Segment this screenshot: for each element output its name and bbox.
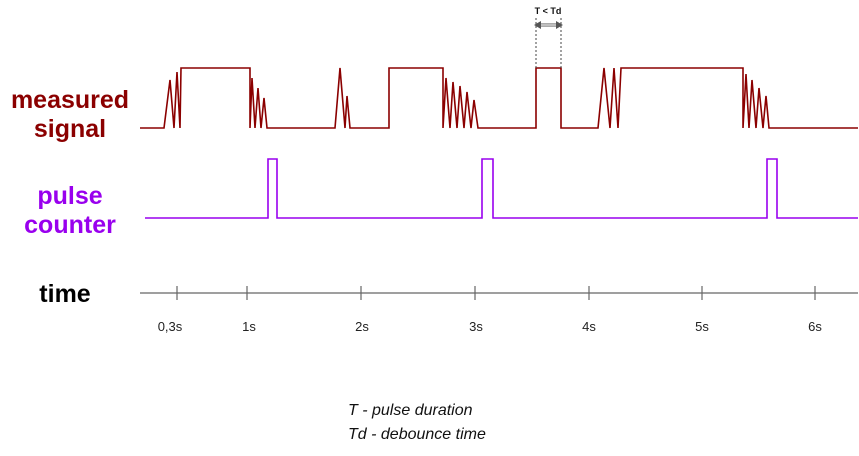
pulse-counter-waveform	[145, 158, 858, 219]
axis-tick-label: 1s	[242, 319, 256, 334]
axis-tick-label: 3s	[469, 319, 483, 334]
time-axis: 0,3s 1s 2s 3s 4s 5s 6s	[140, 286, 858, 334]
axis-tick-label: 4s	[582, 319, 596, 334]
td-annotation-label: T < Td	[535, 6, 562, 16]
axis-tick-label: 6s	[808, 319, 822, 334]
pulse-counter-label: pulse counter	[24, 182, 116, 239]
axis-tick-label: 0,3s	[158, 319, 183, 334]
measured-signal-label: measured signal	[10, 86, 130, 143]
axis-tick-label: 5s	[695, 319, 709, 334]
axis-tick-label: 2s	[355, 319, 369, 334]
legend-debounce-time: Td - debounce time	[348, 426, 486, 443]
measured-signal-waveform	[140, 67, 858, 129]
td-annotation: T < Td	[534, 6, 563, 68]
legend-pulse-duration: T - pulse duration	[348, 402, 473, 419]
time-label: time	[39, 280, 91, 308]
